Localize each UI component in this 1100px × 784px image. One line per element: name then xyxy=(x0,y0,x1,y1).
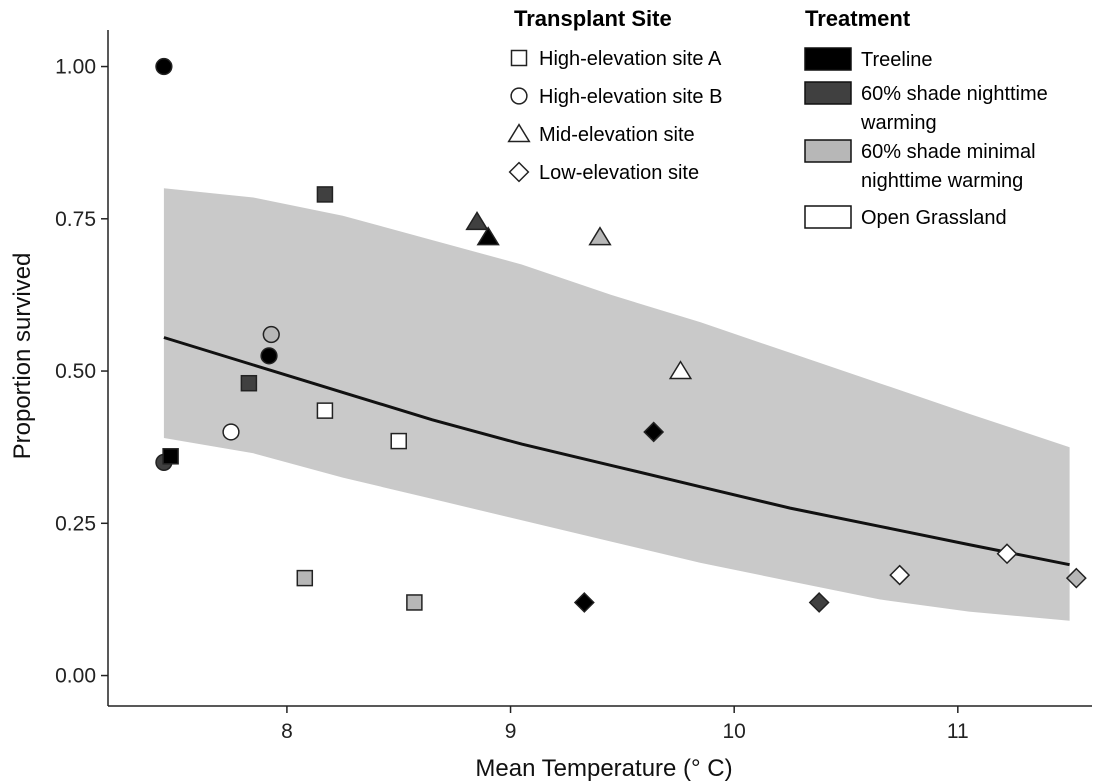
legend-treatment-swatch xyxy=(804,47,852,71)
legend-treatment-label: 60% shade minimal xyxy=(861,141,1036,163)
legend-site-key xyxy=(510,49,528,67)
legend-treatment-label: Open Grassland xyxy=(861,207,1007,229)
y-tick-label: 0.25 xyxy=(55,512,96,535)
data-point xyxy=(465,211,489,231)
data-point xyxy=(808,592,830,613)
data-point xyxy=(390,432,407,450)
data-point xyxy=(222,423,240,441)
y-tick-label: 0.00 xyxy=(55,665,96,688)
data-point xyxy=(296,569,314,587)
data-point xyxy=(406,594,423,611)
y-axis-title: Proportion survived xyxy=(9,253,36,460)
x-tick-label: 9 xyxy=(505,720,517,743)
legend-treatment-label: nighttime warming xyxy=(861,170,1023,192)
legend-treatment-swatch xyxy=(804,205,852,229)
legend-site-key xyxy=(510,87,528,105)
legend-site-label: Mid-elevation site xyxy=(539,124,695,146)
x-axis-title: Mean Temperature (° C) xyxy=(475,755,732,782)
fit-line xyxy=(163,336,1070,567)
legend-site-key xyxy=(507,123,531,143)
x-tick-label: 8 xyxy=(281,720,293,743)
data-point xyxy=(588,226,612,246)
data-point xyxy=(262,325,280,344)
legend-treatment-title: Treatment xyxy=(805,6,911,31)
legend-treatment-label: 60% shade nighttime xyxy=(861,83,1048,105)
x-tick-label: 11 xyxy=(947,720,969,743)
legend-treatment-label: warming xyxy=(860,112,937,134)
data-point xyxy=(643,421,665,443)
legend-site-label: High-elevation site B xyxy=(539,86,722,108)
data-points xyxy=(155,57,1087,613)
data-point xyxy=(476,226,500,246)
legend-treatment-swatch xyxy=(804,81,852,105)
data-point xyxy=(889,564,911,586)
legend-treatment-label: Treeline xyxy=(861,49,933,71)
axes: 0.00 0.25 0.50 0.75 1.00 8 9 10 11 xyxy=(55,30,1092,743)
confidence-band xyxy=(163,188,1070,621)
data-point xyxy=(240,374,258,392)
data-point xyxy=(668,360,693,380)
data-point xyxy=(260,347,278,365)
legend: Transplant Site High-elevation site A High… xyxy=(507,6,1048,229)
y-tick-label: 1.00 xyxy=(55,56,96,79)
legend-site-title: Transplant Site xyxy=(514,6,672,31)
data-point xyxy=(155,57,173,76)
legend-treatment-swatch xyxy=(804,139,852,163)
legend-site-label: High-elevation site A xyxy=(539,48,722,70)
data-point xyxy=(1065,567,1087,589)
data-point xyxy=(162,448,179,465)
x-tick-label: 10 xyxy=(723,720,746,743)
confidence-band-layer xyxy=(163,188,1070,621)
fit-line-layer xyxy=(163,336,1070,567)
data-point xyxy=(573,592,595,613)
legend-site-key xyxy=(508,161,530,183)
data-point xyxy=(996,543,1018,565)
y-tick-label: 0.50 xyxy=(55,360,96,383)
legend-site-label: Low-elevation site xyxy=(539,162,699,184)
data-point xyxy=(316,186,334,203)
y-tick-label: 0.75 xyxy=(55,208,96,231)
data-point xyxy=(316,402,334,419)
